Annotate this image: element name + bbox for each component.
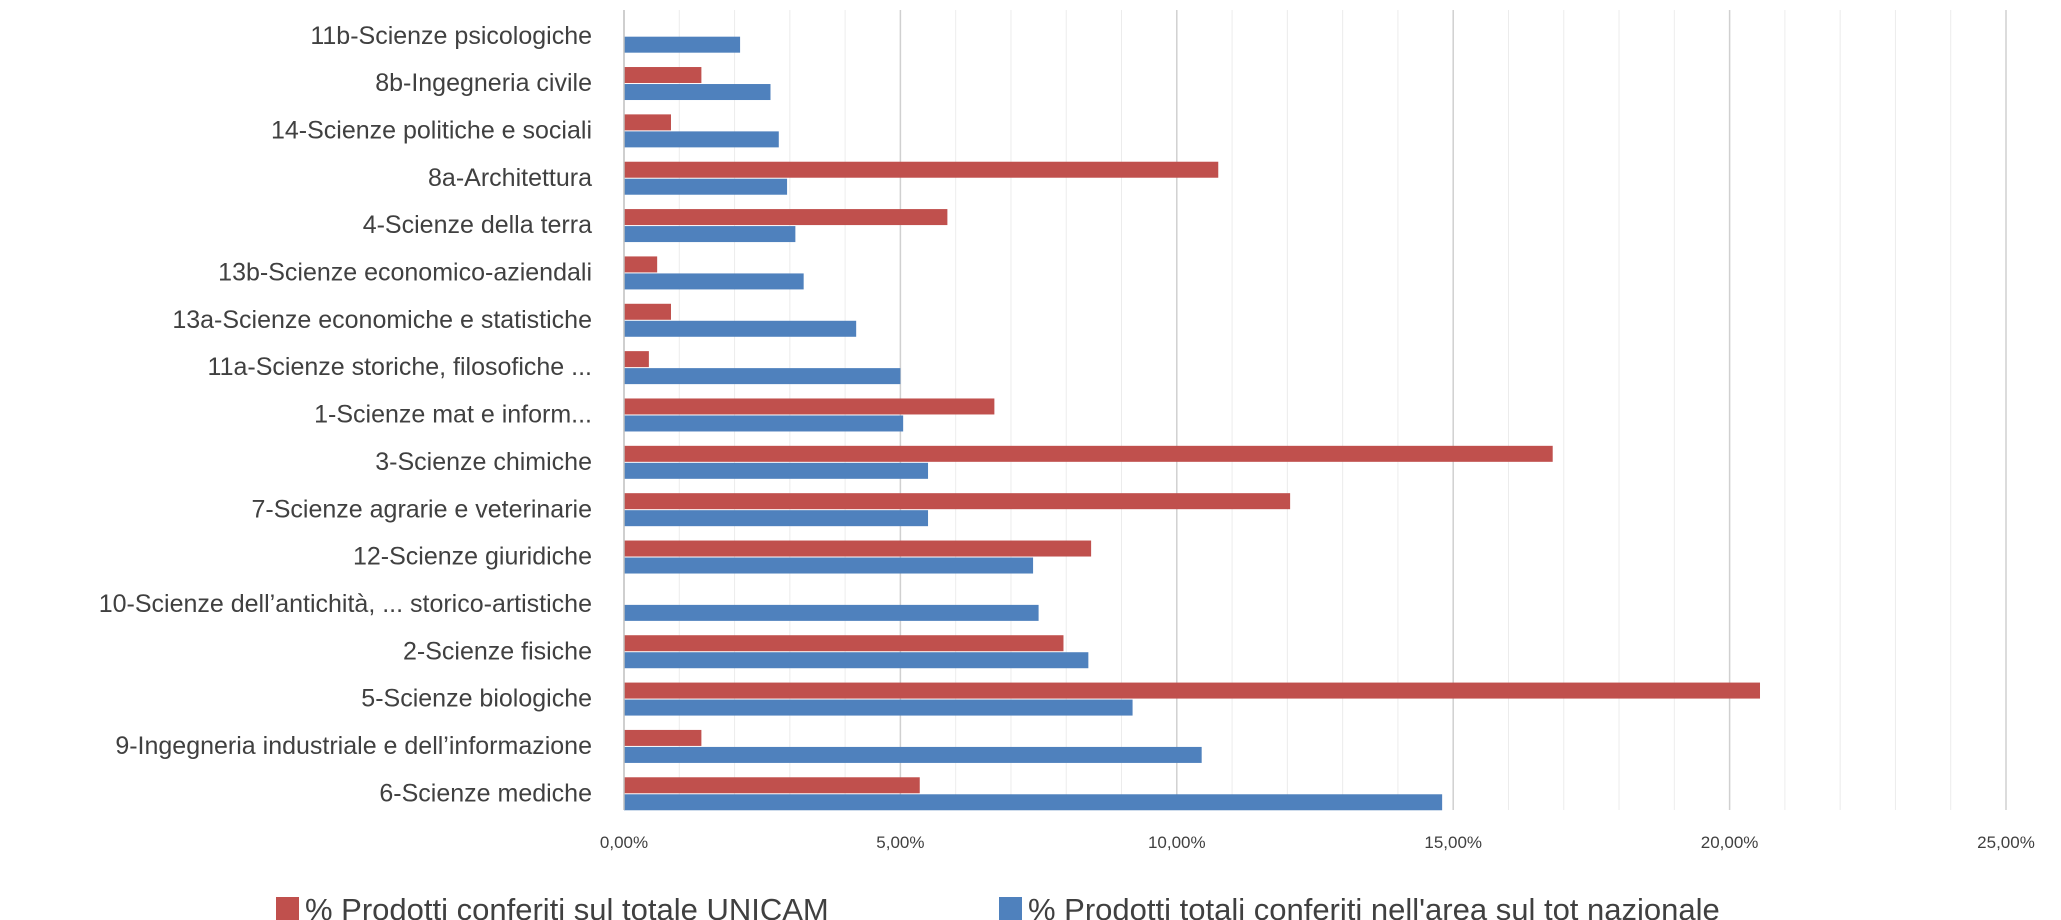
bar-national bbox=[624, 84, 771, 101]
x-tick-label: 25,00% bbox=[1977, 833, 2035, 852]
category-label: 12-Scienze giuridiche bbox=[353, 543, 592, 571]
bar-national bbox=[624, 415, 904, 432]
category-label: 1-Scienze mat e inform... bbox=[314, 401, 592, 429]
bar-unicam bbox=[624, 777, 920, 794]
category-label: 14-Scienze politiche e sociali bbox=[271, 116, 592, 144]
bar-national bbox=[624, 604, 1039, 621]
bar-national bbox=[624, 462, 929, 479]
bars bbox=[624, 36, 1761, 811]
bar-national bbox=[624, 510, 929, 527]
legend: % Prodotti conferiti sul totale UNICAM %… bbox=[276, 892, 1720, 920]
bar-national bbox=[624, 226, 796, 243]
legend-label-unicam: % Prodotti conferiti sul totale UNICAM bbox=[305, 892, 829, 920]
bar-unicam bbox=[624, 161, 1219, 178]
bar-national bbox=[624, 36, 741, 53]
category-label: 3-Scienze chimiche bbox=[375, 448, 592, 476]
bar-national bbox=[624, 368, 901, 385]
x-tick-label: 15,00% bbox=[1424, 833, 1482, 852]
bar-unicam bbox=[624, 114, 671, 131]
legend-label-national: % Prodotti totali conferiti nell'area su… bbox=[1028, 892, 1720, 920]
x-tick-label: 5,00% bbox=[876, 833, 924, 852]
bar-unicam bbox=[624, 445, 1553, 462]
x-tick-label: 10,00% bbox=[1148, 833, 1206, 852]
category-label: 8a-Architettura bbox=[428, 164, 592, 192]
legend-entry-unicam: % Prodotti conferiti sul totale UNICAM bbox=[276, 892, 829, 920]
bar-unicam bbox=[624, 67, 702, 84]
bar-unicam bbox=[624, 303, 671, 320]
category-label: 5-Scienze biologiche bbox=[361, 685, 592, 713]
x-tick-label: 20,00% bbox=[1701, 833, 1759, 852]
bar-unicam bbox=[624, 682, 1761, 699]
category-label: 11a-Scienze storiche, filosofiche ... bbox=[208, 353, 592, 381]
bar-unicam bbox=[624, 635, 1064, 652]
x-tick-labels: 0,00% 5,00% 10,00% 15,00% 20,00% 25,00% bbox=[600, 833, 2035, 852]
gridlines bbox=[678, 10, 2007, 810]
x-tick-label: 0,00% bbox=[600, 833, 648, 852]
category-label: 13a-Scienze economiche e statistiche bbox=[172, 306, 592, 334]
bar-national bbox=[624, 273, 804, 290]
legend-entry-national: % Prodotti totali conferiti nell'area su… bbox=[999, 892, 1720, 920]
category-label: 4-Scienze della terra bbox=[363, 211, 592, 239]
bar-national bbox=[624, 320, 857, 337]
category-label: 11b-Scienze psicologiche bbox=[310, 22, 592, 50]
bar-unicam bbox=[624, 209, 948, 226]
category-label: 9-Ingegneria industriale e dell’informaz… bbox=[115, 732, 592, 760]
bar-unicam bbox=[624, 351, 649, 368]
bar-unicam bbox=[624, 540, 1092, 557]
legend-swatch-national bbox=[999, 897, 1022, 920]
bar-national bbox=[624, 131, 779, 148]
bar-national bbox=[624, 557, 1034, 574]
bar-national bbox=[624, 178, 788, 195]
category-label: 10-Scienze dell’antichità, ... storico-a… bbox=[99, 590, 592, 618]
bar-national bbox=[624, 652, 1089, 669]
category-label: 7-Scienze agrarie e veterinarie bbox=[252, 495, 592, 523]
category-label: 6-Scienze mediche bbox=[379, 779, 592, 807]
legend-swatch-unicam bbox=[276, 897, 299, 920]
bar-unicam bbox=[624, 493, 1291, 510]
bar-national bbox=[624, 794, 1443, 811]
category-label: 13b-Scienze economico-aziendali bbox=[218, 259, 592, 287]
bar-unicam bbox=[624, 729, 702, 746]
category-labels: 6-Scienze mediche 9-Ingegneria industrial… bbox=[99, 22, 592, 808]
category-label: 8b-Ingegneria civile bbox=[375, 69, 592, 97]
bar-national bbox=[624, 699, 1133, 716]
bar-unicam bbox=[624, 398, 995, 415]
bar-unicam bbox=[624, 256, 658, 273]
category-label: 2-Scienze fisiche bbox=[403, 637, 592, 665]
bar-national bbox=[624, 746, 1202, 763]
